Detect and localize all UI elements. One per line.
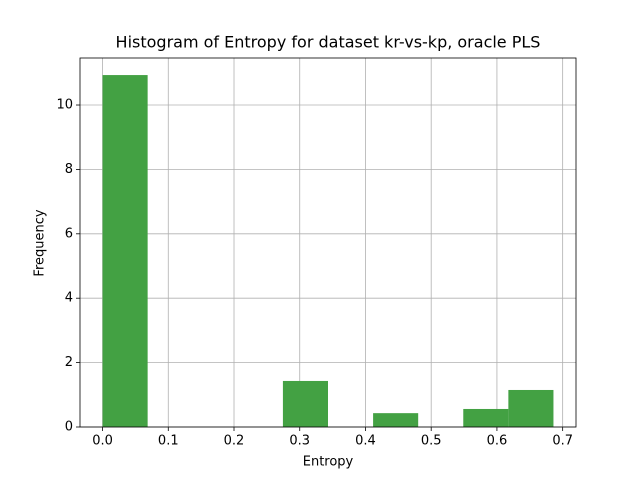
x-tick-label: 0.3 [289,434,310,449]
bar [463,408,509,427]
bar [373,413,419,427]
bar [508,389,554,427]
y-axis-label: Frequency [33,209,48,276]
chart-title: Histogram of Entropy for dataset kr-vs-k… [116,33,541,52]
x-tick-label: 0.7 [552,434,573,449]
plot-frame [79,57,577,428]
x-tick-label: 0.5 [421,434,442,449]
x-axis-label: Entropy [303,455,354,470]
x-tick-label: 0.0 [92,434,113,449]
x-tick-label: 0.4 [355,434,376,449]
x-tick-label: 0.1 [158,434,179,449]
y-tick-label: 8 [65,162,73,177]
y-tick-label: 4 [65,291,73,306]
y-tick-label: 6 [65,226,73,241]
y-tick-label: 2 [65,355,73,370]
bar [282,380,328,427]
y-tick-label: 0 [65,420,73,435]
x-tick-label: 0.2 [224,434,245,449]
bar [102,75,148,428]
x-tick-label: 0.6 [487,434,508,449]
y-tick-label: 10 [56,98,73,113]
